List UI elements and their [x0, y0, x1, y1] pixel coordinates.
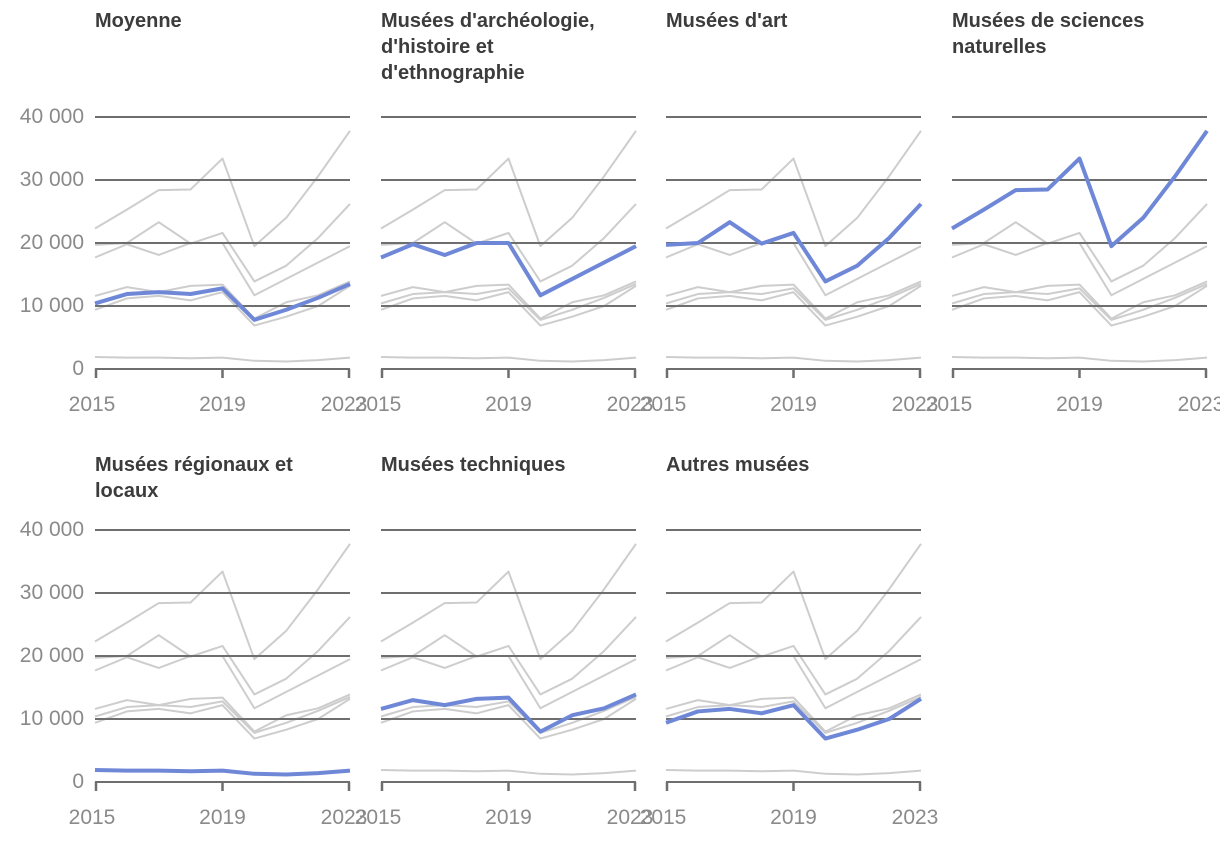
series-line-techniques — [951, 280, 1208, 320]
x-tick-label-2015: 2015 — [69, 806, 116, 829]
series-line-art — [665, 616, 922, 696]
series-line-sciences — [94, 543, 351, 661]
series-line-regionaux — [951, 356, 1208, 363]
series-line-sciences — [380, 130, 637, 248]
x-tick-label-2019: 2019 — [485, 393, 532, 416]
x-tick-label-2019: 2019 — [1056, 393, 1103, 416]
x-tick-label-2015: 2015 — [640, 393, 687, 416]
y-tick-label-30000: 30 000 — [19, 581, 84, 604]
x-tick-label-2019: 2019 — [199, 806, 246, 829]
highlight-line-sciences — [950, 129, 1209, 249]
series-line-art — [380, 616, 637, 696]
series-line-regionaux — [380, 769, 637, 776]
y-tick-label-20000: 20 000 — [19, 231, 84, 254]
series-line-regionaux — [94, 356, 351, 363]
series-line-moyenne — [380, 283, 637, 321]
panel-title-archeologie: Musées d'archéologie, d'histoire et d'et… — [381, 10, 595, 84]
series-line-autres — [94, 697, 351, 740]
panel-title-regionaux: Musées régionaux et locaux — [95, 454, 293, 502]
x-tick-label-2019: 2019 — [770, 806, 817, 829]
chart-autres: 2015 2019 2023 — [640, 529, 939, 829]
x-tick-label-2015: 2015 — [926, 393, 973, 416]
series-line-techniques — [665, 693, 922, 733]
y-tick-label-10000: 10 000 — [19, 707, 84, 730]
series-line-techniques — [380, 280, 637, 320]
y-axis-labels-row1: 40 000 30 000 20 000 10 000 0 — [0, 105, 84, 385]
x-tick-label-2015: 2015 — [69, 393, 116, 416]
series-line-moyenne — [665, 283, 922, 321]
y-tick-label-10000: 10 000 — [19, 294, 84, 317]
chart-regionaux: 2015 2019 2023 — [69, 529, 368, 829]
series-line-autres — [380, 697, 637, 740]
panel-title-art: Musées d'art — [666, 10, 788, 32]
series-line-sciences — [94, 130, 351, 248]
y-tick-label-30000: 30 000 — [19, 168, 84, 191]
highlight-line-moyenne — [94, 282, 351, 322]
chart-art: 2015 2019 2023 — [640, 116, 939, 416]
series-line-techniques — [94, 280, 351, 320]
series-line-autres — [94, 284, 351, 327]
series-line-regionaux — [665, 769, 922, 776]
panel-title-sciences: Musées de sciences naturelles — [952, 10, 1145, 58]
series-line-art — [380, 203, 637, 283]
y-tick-label-0: 0 — [72, 770, 84, 793]
x-tick-label-2019: 2019 — [770, 393, 817, 416]
chart-archeologie: 2015 2019 2023 — [355, 116, 654, 416]
panel-title-moyenne: Moyenne — [95, 10, 182, 32]
chart-techniques: 2015 2019 2023 — [355, 529, 654, 829]
x-tick-label-2023: 2023 — [892, 393, 939, 416]
y-tick-label-0: 0 — [72, 357, 84, 380]
x-tick-label-2023: 2023 — [892, 806, 939, 829]
x-tick-label-2015: 2015 — [355, 393, 402, 416]
series-line-moyenne — [380, 696, 637, 734]
series-line-art — [951, 203, 1208, 283]
x-tick-label-2019: 2019 — [199, 393, 246, 416]
series-line-autres — [380, 284, 637, 327]
series-line-regionaux — [665, 356, 922, 363]
chart-moyenne: 2015 2019 2023 — [69, 116, 368, 416]
series-line-techniques — [94, 693, 351, 733]
x-tick-label-2023: 2023 — [1178, 393, 1220, 416]
highlight-line-autres — [665, 697, 923, 741]
series-line-moyenne — [94, 696, 351, 734]
highlight-line-techniques — [380, 692, 637, 734]
panel-title-autres: Autres musées — [666, 454, 810, 476]
y-tick-label-20000: 20 000 — [19, 644, 84, 667]
series-line-sciences — [665, 543, 922, 661]
series-line-moyenne — [951, 283, 1208, 321]
series-line-regionaux — [380, 356, 637, 363]
series-line-art — [94, 203, 351, 283]
x-tick-label-2023: 2023 — [607, 806, 654, 829]
y-tick-label-40000: 40 000 — [19, 518, 84, 541]
x-tick-label-2023: 2023 — [321, 393, 368, 416]
series-line-moyenne — [665, 696, 922, 734]
x-tick-label-2023: 2023 — [607, 393, 654, 416]
x-tick-label-2015: 2015 — [355, 806, 402, 829]
x-tick-label-2015: 2015 — [640, 806, 687, 829]
x-tick-label-2019: 2019 — [485, 806, 532, 829]
highlight-line-archeologie — [380, 241, 637, 298]
y-tick-label-40000: 40 000 — [19, 105, 84, 128]
highlight-line-regionaux — [94, 768, 351, 777]
panel-title-techniques: Musées techniques — [381, 454, 566, 476]
chart-sciences: 2015 2019 2023 — [926, 116, 1220, 416]
series-line-techniques — [665, 280, 922, 320]
series-line-autres — [665, 284, 922, 327]
series-line-sciences — [665, 130, 922, 248]
y-axis-labels-row2: 40 000 30 000 20 000 10 000 0 — [0, 518, 84, 798]
series-line-art — [94, 616, 351, 696]
x-tick-label-2023: 2023 — [321, 806, 368, 829]
highlight-line-art — [665, 202, 923, 284]
series-line-sciences — [380, 543, 637, 661]
series-line-autres — [951, 284, 1208, 327]
